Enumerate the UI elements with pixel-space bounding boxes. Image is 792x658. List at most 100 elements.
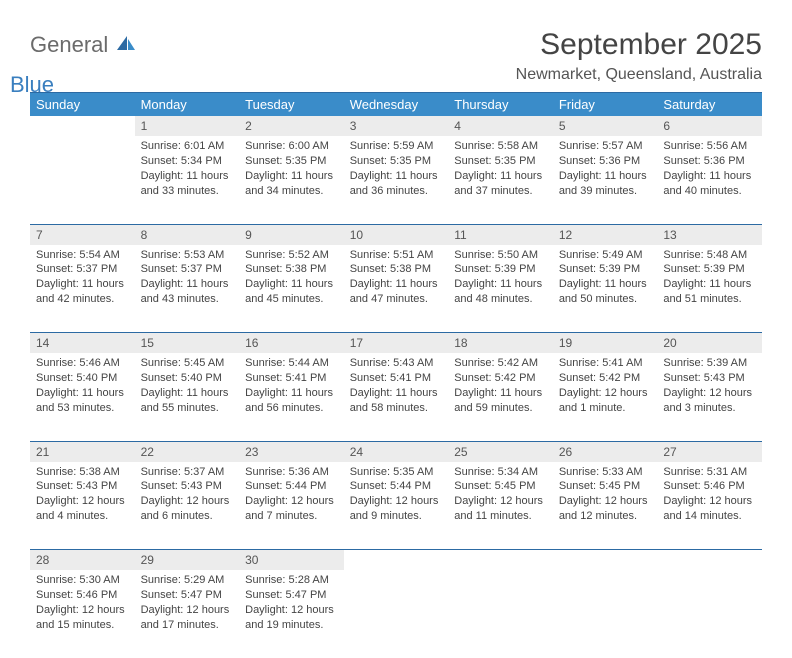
logo-text-blue: Blue: [10, 72, 117, 98]
day-content: Sunrise: 6:00 AMSunset: 5:35 PMDaylight:…: [239, 136, 344, 204]
day-line: Daylight: 11 hours and 50 minutes.: [559, 277, 652, 307]
day-line: Sunrise: 5:38 AM: [36, 465, 129, 480]
daynum-row: 21222324252627: [30, 441, 762, 462]
day-cell: Sunrise: 5:45 AMSunset: 5:40 PMDaylight:…: [135, 353, 240, 441]
day-line: Sunset: 5:38 PM: [245, 262, 338, 277]
week-row: Sunrise: 5:46 AMSunset: 5:40 PMDaylight:…: [30, 353, 762, 441]
day-line: Daylight: 11 hours and 39 minutes.: [559, 169, 652, 199]
day-content: Sunrise: 5:38 AMSunset: 5:43 PMDaylight:…: [30, 462, 135, 530]
daynum-cell: 17: [344, 333, 449, 354]
day-content: Sunrise: 5:48 AMSunset: 5:39 PMDaylight:…: [657, 245, 762, 313]
day-cell: Sunrise: 6:00 AMSunset: 5:35 PMDaylight:…: [239, 136, 344, 224]
day-line: Sunset: 5:43 PM: [36, 479, 129, 494]
day-line: Daylight: 11 hours and 43 minutes.: [141, 277, 234, 307]
daynum-cell: [448, 550, 553, 571]
day-line: Sunset: 5:47 PM: [245, 588, 338, 603]
daynum-cell: 6: [657, 116, 762, 136]
daynum-cell: 28: [30, 550, 135, 571]
day-content: Sunrise: 5:59 AMSunset: 5:35 PMDaylight:…: [344, 136, 449, 204]
day-line: Daylight: 12 hours and 11 minutes.: [454, 494, 547, 524]
day-cell: Sunrise: 5:29 AMSunset: 5:47 PMDaylight:…: [135, 570, 240, 658]
day-cell: Sunrise: 5:52 AMSunset: 5:38 PMDaylight:…: [239, 245, 344, 333]
day-line: Sunrise: 5:50 AM: [454, 248, 547, 263]
col-saturday: Saturday: [657, 93, 762, 116]
day-line: Sunset: 5:46 PM: [663, 479, 756, 494]
day-content: Sunrise: 5:54 AMSunset: 5:37 PMDaylight:…: [30, 245, 135, 313]
day-line: Daylight: 11 hours and 48 minutes.: [454, 277, 547, 307]
location: Newmarket, Queensland, Australia: [516, 66, 762, 84]
day-line: Sunset: 5:46 PM: [36, 588, 129, 603]
daynum-cell: 2: [239, 116, 344, 136]
day-cell: Sunrise: 5:53 AMSunset: 5:37 PMDaylight:…: [135, 245, 240, 333]
day-line: Daylight: 11 hours and 47 minutes.: [350, 277, 443, 307]
day-line: Daylight: 11 hours and 53 minutes.: [36, 386, 129, 416]
day-content: Sunrise: 5:34 AMSunset: 5:45 PMDaylight:…: [448, 462, 553, 530]
daynum-cell: 11: [448, 224, 553, 245]
day-line: Daylight: 11 hours and 58 minutes.: [350, 386, 443, 416]
day-cell: [657, 570, 762, 658]
day-content: Sunrise: 5:46 AMSunset: 5:40 PMDaylight:…: [30, 353, 135, 421]
day-content: Sunrise: 5:44 AMSunset: 5:41 PMDaylight:…: [239, 353, 344, 421]
day-cell: Sunrise: 5:46 AMSunset: 5:40 PMDaylight:…: [30, 353, 135, 441]
day-line: Daylight: 11 hours and 36 minutes.: [350, 169, 443, 199]
day-cell: Sunrise: 5:34 AMSunset: 5:45 PMDaylight:…: [448, 462, 553, 550]
day-line: Sunrise: 5:59 AM: [350, 139, 443, 154]
day-cell: Sunrise: 5:36 AMSunset: 5:44 PMDaylight:…: [239, 462, 344, 550]
daynum-cell: 25: [448, 441, 553, 462]
daynum-cell: 23: [239, 441, 344, 462]
day-line: Sunrise: 5:54 AM: [36, 248, 129, 263]
daynum-cell: 10: [344, 224, 449, 245]
col-thursday: Thursday: [448, 93, 553, 116]
day-line: Sunrise: 5:36 AM: [245, 465, 338, 480]
day-line: Sunset: 5:41 PM: [350, 371, 443, 386]
day-content: [30, 136, 135, 145]
daynum-cell: 15: [135, 333, 240, 354]
day-line: Sunrise: 5:52 AM: [245, 248, 338, 263]
day-cell: Sunrise: 5:56 AMSunset: 5:36 PMDaylight:…: [657, 136, 762, 224]
day-content: [344, 570, 449, 579]
day-cell: Sunrise: 5:50 AMSunset: 5:39 PMDaylight:…: [448, 245, 553, 333]
day-line: Sunrise: 6:01 AM: [141, 139, 234, 154]
day-line: Daylight: 12 hours and 1 minute.: [559, 386, 652, 416]
daynum-cell: 18: [448, 333, 553, 354]
day-line: Daylight: 12 hours and 6 minutes.: [141, 494, 234, 524]
title-block: September 2025 Newmarket, Queensland, Au…: [516, 28, 762, 84]
daynum-cell: [553, 550, 658, 571]
day-line: Sunset: 5:42 PM: [454, 371, 547, 386]
daynum-cell: 26: [553, 441, 658, 462]
day-line: Sunrise: 5:37 AM: [141, 465, 234, 480]
day-line: Sunrise: 5:31 AM: [663, 465, 756, 480]
day-content: Sunrise: 5:30 AMSunset: 5:46 PMDaylight:…: [30, 570, 135, 638]
col-wednesday: Wednesday: [344, 93, 449, 116]
day-cell: Sunrise: 5:54 AMSunset: 5:37 PMDaylight:…: [30, 245, 135, 333]
day-cell: Sunrise: 5:28 AMSunset: 5:47 PMDaylight:…: [239, 570, 344, 658]
daynum-cell: 3: [344, 116, 449, 136]
day-line: Daylight: 11 hours and 55 minutes.: [141, 386, 234, 416]
day-line: Sunrise: 5:39 AM: [663, 356, 756, 371]
day-content: Sunrise: 5:57 AMSunset: 5:36 PMDaylight:…: [553, 136, 658, 204]
day-line: Sunset: 5:44 PM: [350, 479, 443, 494]
daynum-cell: 7: [30, 224, 135, 245]
day-cell: Sunrise: 5:58 AMSunset: 5:35 PMDaylight:…: [448, 136, 553, 224]
daynum-cell: 22: [135, 441, 240, 462]
day-content: Sunrise: 5:37 AMSunset: 5:43 PMDaylight:…: [135, 462, 240, 530]
calendar-table: Sunday Monday Tuesday Wednesday Thursday…: [30, 93, 762, 658]
daynum-cell: 9: [239, 224, 344, 245]
col-monday: Monday: [135, 93, 240, 116]
day-line: Sunrise: 5:34 AM: [454, 465, 547, 480]
day-content: Sunrise: 5:33 AMSunset: 5:45 PMDaylight:…: [553, 462, 658, 530]
day-cell: Sunrise: 5:44 AMSunset: 5:41 PMDaylight:…: [239, 353, 344, 441]
day-cell: Sunrise: 5:43 AMSunset: 5:41 PMDaylight:…: [344, 353, 449, 441]
day-cell: Sunrise: 5:48 AMSunset: 5:39 PMDaylight:…: [657, 245, 762, 333]
day-content: [657, 570, 762, 579]
day-line: Daylight: 11 hours and 40 minutes.: [663, 169, 756, 199]
day-line: Sunset: 5:39 PM: [559, 262, 652, 277]
day-line: Daylight: 12 hours and 3 minutes.: [663, 386, 756, 416]
daynum-cell: 8: [135, 224, 240, 245]
week-row: Sunrise: 6:01 AMSunset: 5:34 PMDaylight:…: [30, 136, 762, 224]
day-content: Sunrise: 5:56 AMSunset: 5:36 PMDaylight:…: [657, 136, 762, 204]
day-line: Sunrise: 5:57 AM: [559, 139, 652, 154]
day-line: Sunrise: 6:00 AM: [245, 139, 338, 154]
daynum-cell: 24: [344, 441, 449, 462]
day-line: Sunrise: 5:56 AM: [663, 139, 756, 154]
